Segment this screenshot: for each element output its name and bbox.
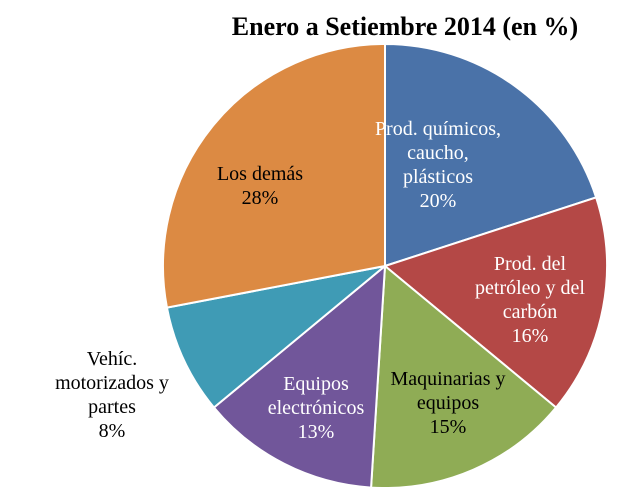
- pie-slice: [165, 265, 386, 409]
- pie-slice: [382, 196, 608, 409]
- category-label: Prod. del petróleo y del carbón: [475, 253, 585, 323]
- category-label: Vehíc. motorizados y partes: [55, 348, 169, 418]
- category-label: Equipos electrónicos: [267, 373, 365, 419]
- pie-slice: [212, 263, 387, 487]
- pie-slice: [370, 263, 558, 487]
- category-label: Maquinarias y equipos: [390, 368, 506, 414]
- pie-slice: [162, 42, 386, 309]
- category-label: Prod. químicos, caucho, plásticos: [374, 118, 502, 188]
- slice-label: Vehíc. motorizados y partes 8%: [42, 347, 182, 443]
- value-label: 8%: [98, 420, 126, 442]
- slice-label: Equipos electrónicos 13%: [251, 372, 381, 444]
- chart-title: Enero a Setiembre 2014 (en %): [231, 12, 579, 41]
- value-label: 28%: [241, 187, 279, 209]
- slice-label: Maquinarias y equipos 15%: [378, 367, 518, 439]
- slice-label: Prod. del petróleo y del carbón 16%: [460, 252, 600, 348]
- value-label: 15%: [429, 416, 467, 438]
- pie-slice: [384, 42, 598, 268]
- value-label: 13%: [297, 421, 335, 443]
- value-label: 20%: [419, 190, 457, 212]
- slice-label: Los demás 28%: [190, 162, 330, 210]
- slice-label: Prod. químicos, caucho, plásticos 20%: [373, 117, 503, 213]
- value-label: 16%: [511, 325, 549, 347]
- category-label: Los demás: [216, 163, 304, 185]
